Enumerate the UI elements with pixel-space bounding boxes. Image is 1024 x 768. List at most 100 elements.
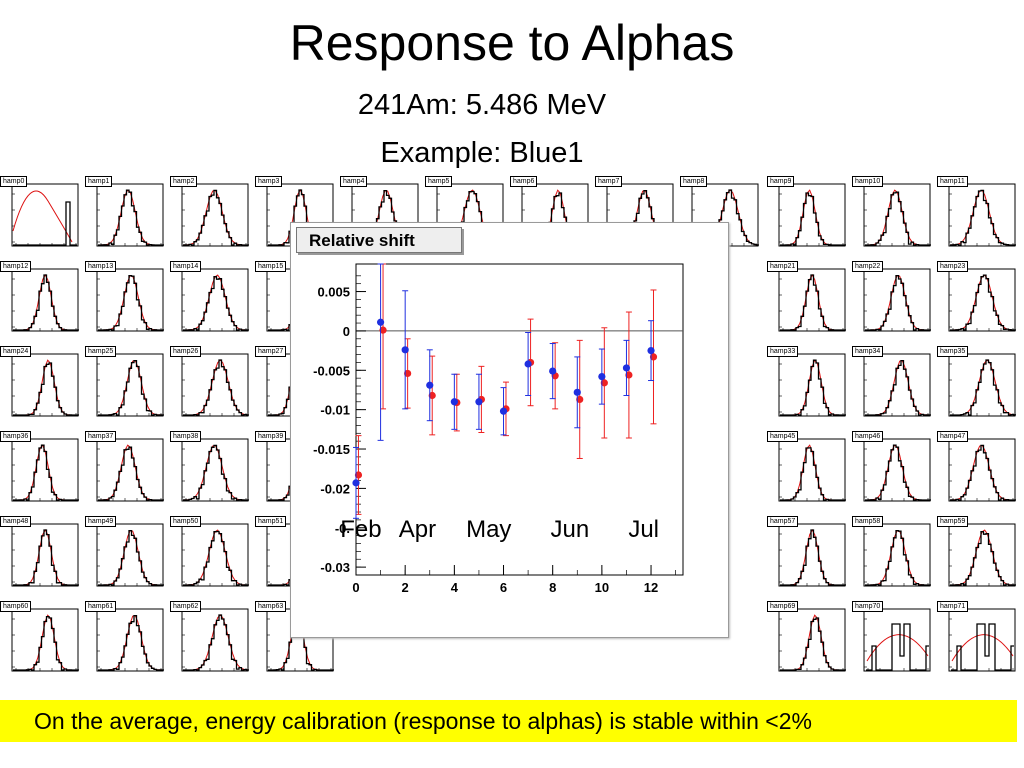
histogram-plot — [778, 183, 846, 247]
histogram-label: hamp25 — [85, 346, 117, 357]
y-tick-label: -0.015 — [313, 442, 350, 457]
histogram-plot — [11, 183, 79, 247]
histogram-label: hamp15 — [255, 261, 287, 272]
histogram-plot — [181, 183, 249, 247]
histogram-panel: hamp47 — [937, 431, 1019, 509]
y-tick-label: -0.02 — [320, 481, 350, 496]
data-point — [354, 471, 363, 479]
data-point — [622, 364, 631, 372]
histogram-plot — [11, 353, 79, 417]
histogram-panel: hamp9 — [767, 176, 849, 254]
histogram-plot — [96, 353, 164, 417]
data-point — [450, 398, 458, 406]
histogram-label: hamp46 — [852, 431, 884, 442]
histogram-panel: hamp48 — [0, 516, 82, 594]
data-point — [625, 371, 633, 379]
histogram-label: hamp71 — [937, 601, 969, 612]
data-point — [598, 372, 606, 381]
x-tick-label: 10 — [595, 580, 609, 595]
histogram-plot — [11, 523, 79, 587]
histogram-label: hamp38 — [170, 431, 202, 442]
histogram-label: hamp7 — [595, 176, 623, 187]
y-tick-label: -0.01 — [320, 403, 350, 418]
data-point — [376, 318, 385, 326]
histogram-panel: hamp38 — [170, 431, 252, 509]
histogram-panel: hamp12 — [0, 261, 82, 339]
y-tick-label: -0. — [335, 521, 350, 536]
x-tick-label: 6 — [500, 580, 507, 595]
histogram-label: hamp35 — [937, 346, 969, 357]
histogram-panel: hamp60 — [0, 601, 82, 679]
data-point — [475, 398, 483, 406]
histogram-label: hamp63 — [255, 601, 287, 612]
histogram-panel: hamp24 — [0, 346, 82, 424]
month-label: Jul — [628, 516, 659, 543]
histogram-label: hamp11 — [937, 176, 968, 187]
histogram-plot — [863, 438, 931, 502]
histogram-plot — [181, 353, 249, 417]
histogram-panel: hamp50 — [170, 516, 252, 594]
histogram-label: hamp8 — [680, 176, 708, 187]
histogram-label: hamp36 — [0, 431, 32, 442]
slide-subtitle: 241Am: 5.486 MeV — [357, 89, 607, 121]
month-label: Jun — [551, 516, 590, 543]
histogram-panel: hamp21 — [767, 261, 849, 339]
data-point — [379, 326, 387, 334]
histogram-label: hamp51 — [255, 516, 287, 527]
y-tick-label: 0 — [343, 324, 350, 339]
histogram-plot — [11, 608, 79, 672]
data-point — [649, 353, 658, 361]
histogram-panel: hamp61 — [85, 601, 167, 679]
histogram-panel: hamp10 — [852, 176, 934, 254]
data-point — [426, 381, 434, 389]
histogram-label: hamp49 — [85, 516, 117, 527]
histogram-label: hamp1 — [85, 176, 113, 187]
histogram-panel: hamp36 — [0, 431, 82, 509]
histogram-panel: hamp33 — [767, 346, 849, 424]
histogram-label: hamp9 — [767, 176, 795, 187]
data-point — [401, 346, 409, 354]
histogram-label: hamp13 — [85, 261, 117, 272]
histogram-panel: hamp0 — [0, 176, 82, 254]
histogram-label: hamp3 — [255, 176, 283, 187]
slide-example-label: Example: Blue1 — [380, 137, 584, 169]
histogram-label: hamp33 — [767, 346, 799, 357]
histogram-label: hamp61 — [85, 601, 117, 612]
histogram-panel: hamp1 — [85, 176, 167, 254]
histogram-plot — [863, 268, 931, 332]
data-point — [549, 367, 557, 375]
histogram-label: hamp6 — [510, 176, 538, 187]
data-point — [600, 379, 608, 387]
y-tick-label: 0.005 — [317, 285, 350, 300]
histogram-plot — [948, 353, 1016, 417]
histogram-panel: hamp46 — [852, 431, 934, 509]
histogram-panel: hamp69 — [767, 601, 849, 679]
histogram-label: hamp57 — [767, 516, 799, 527]
histogram-plot — [948, 438, 1016, 502]
data-point — [352, 479, 360, 487]
histogram-panel: hamp49 — [85, 516, 167, 594]
histogram-panel: hamp62 — [170, 601, 252, 679]
histogram-label: hamp5 — [425, 176, 453, 187]
histogram-label: hamp2 — [170, 176, 198, 187]
histogram-panel: hamp23 — [937, 261, 1019, 339]
chart-title: Relative shift — [296, 227, 462, 253]
histogram-plot — [863, 523, 931, 587]
histogram-label: hamp37 — [85, 431, 117, 442]
data-point — [524, 360, 532, 368]
histogram-panel: hamp71 — [937, 601, 1019, 679]
histogram-label: hamp23 — [937, 261, 969, 272]
histogram-panel: hamp14 — [170, 261, 252, 339]
histogram-label: hamp27 — [255, 346, 287, 357]
x-tick-label: 4 — [451, 580, 459, 595]
data-point — [573, 388, 581, 396]
histogram-panel: hamp26 — [170, 346, 252, 424]
histogram-label: hamp48 — [0, 516, 32, 527]
histogram-label: hamp0 — [0, 176, 28, 187]
histogram-plot — [778, 608, 846, 672]
x-tick-label: 0 — [352, 580, 359, 595]
histogram-plot — [778, 353, 846, 417]
histogram-plot — [96, 438, 164, 502]
histogram-plot — [863, 608, 931, 672]
histogram-label: hamp45 — [767, 431, 799, 442]
